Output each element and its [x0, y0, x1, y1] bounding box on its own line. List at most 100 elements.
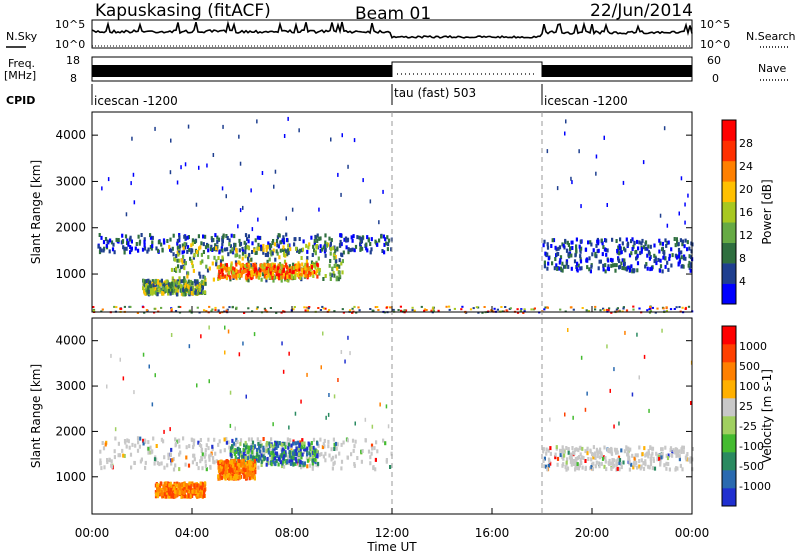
echo-cell	[313, 270, 316, 275]
echo-cell	[300, 399, 302, 404]
echo-cell	[334, 445, 337, 449]
echo-cell	[632, 308, 635, 311]
echo-cell	[286, 248, 290, 253]
echo-cell	[623, 261, 626, 266]
echo-cell	[156, 280, 159, 285]
echo-cell	[113, 449, 116, 454]
echo-cell	[586, 265, 589, 270]
echo-cell	[325, 243, 328, 248]
echo-cell	[176, 180, 179, 185]
echo-cell	[567, 243, 570, 247]
echo-cell	[367, 449, 371, 454]
echo-cell	[184, 281, 187, 286]
freq-line-tau	[391, 61, 543, 77]
colorbar-tick-label: 20	[739, 183, 753, 196]
echo-cell	[153, 457, 157, 462]
echo-cell	[249, 454, 252, 459]
echo-cell	[615, 263, 618, 268]
echo-cell	[265, 278, 268, 283]
echo-cell	[339, 239, 342, 244]
echo-cell	[285, 460, 289, 465]
echo-cell	[572, 415, 574, 420]
echo-cell	[299, 456, 302, 461]
echo-cell	[374, 306, 377, 309]
echo-cell	[143, 281, 146, 286]
echo-cell	[687, 457, 690, 462]
echo-cell	[182, 490, 186, 495]
echo-cell	[251, 450, 254, 455]
echo-cell	[298, 128, 300, 133]
echo-cell	[600, 238, 603, 243]
echo-cell	[344, 236, 348, 241]
echo-cell	[589, 240, 592, 245]
echo-cell	[257, 242, 260, 247]
echo-cell	[196, 494, 199, 499]
echo-cell	[238, 134, 240, 139]
echo-cell	[385, 404, 388, 409]
echo-cell	[210, 244, 213, 249]
echo-cell	[338, 273, 341, 278]
cpid-segment-2: tau (fast) 503	[394, 86, 476, 100]
echo-cell	[179, 284, 183, 289]
echo-cell	[674, 253, 677, 258]
echo-cell	[647, 464, 650, 469]
echo-cell	[292, 456, 295, 461]
echo-cell	[331, 266, 334, 271]
echo-cell	[163, 494, 167, 499]
echo-cell	[551, 238, 554, 243]
echo-cell	[373, 446, 376, 451]
echo-cell	[217, 461, 220, 466]
echo-cell	[310, 260, 314, 265]
echo-cell	[282, 310, 285, 313]
echo-cell	[120, 307, 123, 310]
echo-cell	[340, 233, 343, 238]
echo-cell	[162, 439, 165, 444]
echo-cell	[183, 292, 186, 297]
echo-cell	[253, 459, 256, 464]
echo-cell	[203, 490, 206, 495]
echo-cell	[193, 457, 196, 462]
echo-cell	[269, 275, 272, 280]
echo-cell	[158, 288, 161, 292]
echo-cell	[558, 245, 562, 250]
echo-cell	[270, 243, 273, 248]
echo-cell	[597, 461, 600, 466]
echo-cell	[339, 243, 342, 248]
echo-cell	[244, 468, 247, 472]
echo-cell	[328, 263, 331, 268]
echo-cell	[267, 271, 270, 276]
echo-cell	[255, 267, 258, 272]
echo-cell	[163, 465, 166, 470]
echo-cell	[162, 283, 165, 288]
echo-cell	[282, 369, 285, 374]
echo-cell	[310, 449, 314, 454]
echo-cell	[622, 246, 626, 251]
echo-cell	[246, 268, 249, 273]
echo-cell	[280, 453, 283, 457]
echo-cell	[577, 263, 580, 268]
echo-cell	[194, 281, 197, 286]
echo-cell	[565, 460, 568, 465]
echo-cell	[461, 305, 464, 308]
echo-cell	[598, 455, 601, 460]
echo-cell	[144, 465, 147, 470]
echo-cell	[260, 277, 263, 282]
echo-cell	[653, 253, 656, 258]
echo-cell	[684, 455, 687, 460]
echo-cell	[576, 462, 579, 467]
echo-cell	[198, 283, 202, 288]
echo-cell	[361, 449, 364, 453]
echo-cell	[387, 238, 391, 243]
echo-cell	[256, 235, 259, 240]
echo-cell	[191, 241, 194, 246]
echo-cell	[267, 273, 270, 278]
echo-cell	[306, 452, 309, 457]
echo-cell	[106, 239, 109, 244]
echo-cell	[251, 241, 254, 246]
echo-cell	[277, 462, 280, 467]
echo-cell	[169, 247, 172, 252]
echo-cell	[587, 457, 590, 461]
echo-cell	[202, 290, 205, 295]
echo-cell	[274, 268, 277, 273]
echo-cell	[608, 458, 611, 463]
